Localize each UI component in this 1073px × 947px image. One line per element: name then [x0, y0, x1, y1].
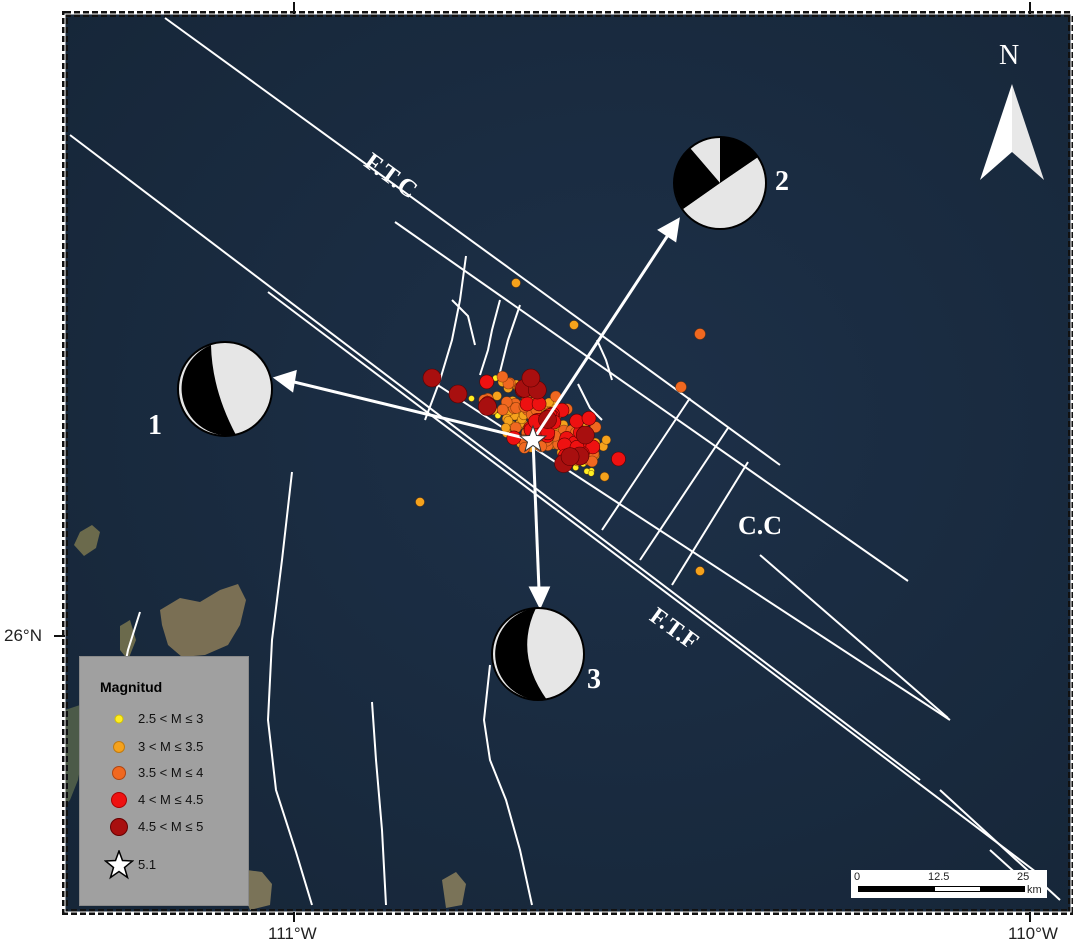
legend-symbol	[114, 714, 124, 724]
epicenter-dot	[478, 397, 497, 416]
lon-label-right: 110°W	[1008, 924, 1058, 943]
epicenter-dot	[468, 395, 475, 402]
epicenter-dot	[560, 447, 580, 467]
lat-label: 26°N	[4, 626, 42, 645]
epicenter-dot	[601, 435, 612, 445]
land-masses	[65, 525, 466, 910]
mechanism-label-2: 2	[775, 166, 789, 197]
epicenter-dot	[675, 381, 687, 393]
lon-label-left: 111°W	[268, 924, 317, 943]
legend-item: 3.5 < M ≤ 4	[80, 761, 248, 785]
epicenter-dot	[496, 403, 509, 416]
north-label: N	[999, 40, 1020, 71]
legend-item: 5.1	[80, 850, 248, 880]
legend-item: 4.5 < M ≤ 5	[80, 815, 248, 839]
legend-label: 3 < M ≤ 3.5	[138, 739, 204, 754]
legend-label: 4 < M ≤ 4.5	[138, 792, 204, 807]
epicenter-dot	[569, 320, 579, 330]
legend-symbol	[111, 792, 127, 808]
island	[74, 525, 100, 556]
epicenter-dot	[521, 368, 541, 388]
island	[120, 620, 136, 660]
scale-unit: km	[1027, 884, 1042, 896]
epicenters	[415, 278, 706, 576]
mechanism-label-1: 1	[148, 410, 162, 441]
island	[442, 872, 466, 908]
epicenter-dot	[496, 370, 509, 383]
epicenter-dot	[448, 384, 468, 404]
star-icon	[104, 850, 134, 880]
epicenter-dot	[695, 566, 705, 576]
legend-label: 3.5 < M ≤ 4	[138, 765, 204, 780]
epicenter-dot	[581, 410, 597, 426]
mechanism-arrows	[272, 217, 680, 610]
mechanism-label-3: 3	[587, 664, 601, 695]
epicenter-dot	[611, 451, 626, 467]
legend-label: 4.5 < M ≤ 5	[138, 819, 204, 834]
legend-symbol	[113, 741, 125, 753]
north-arrow-icon	[980, 84, 1044, 180]
legend-label: 2.5 < M ≤ 3	[138, 711, 204, 726]
epicenter-dot	[479, 374, 495, 390]
magnitude-legend: Magnitud 2.5 < M ≤ 3 3 < M ≤ 3.5 3.5 < M…	[79, 656, 249, 906]
beachball-3	[491, 607, 585, 701]
legend-item: 2.5 < M ≤ 3	[80, 707, 248, 731]
epicenter-dot	[599, 471, 610, 482]
scale-tick-12-5: 12.5	[928, 871, 950, 883]
island	[244, 870, 272, 910]
epicenter-dot	[415, 497, 425, 507]
fault-label-cc: C.C	[738, 511, 783, 540]
legend-symbol	[112, 766, 126, 780]
axis-ticks	[54, 2, 1031, 922]
epicenter-dot	[575, 425, 595, 445]
legend-item: 4 < M ≤ 4.5	[80, 788, 248, 812]
legend-label: 5.1	[138, 857, 157, 872]
legend-title: Magnitud	[100, 679, 163, 695]
scale-tick-25: 25	[1017, 871, 1030, 883]
legend-symbol	[110, 818, 128, 836]
epicenter-dot	[500, 422, 511, 433]
epicenter-dot	[422, 368, 442, 388]
island	[160, 584, 246, 657]
scale-bar	[851, 870, 1047, 898]
beachball-1	[177, 341, 273, 437]
epicenter-dot	[587, 469, 595, 477]
beachball-2	[673, 136, 767, 230]
mainshock-star	[518, 424, 548, 453]
epicenter-dot	[492, 391, 502, 401]
epicenter-dot	[569, 413, 585, 429]
scale-tick-0: 0	[854, 871, 861, 883]
legend-item: 3 < M ≤ 3.5	[80, 735, 248, 759]
epicenter-dot	[694, 328, 706, 340]
epicenter-dot	[511, 278, 521, 288]
